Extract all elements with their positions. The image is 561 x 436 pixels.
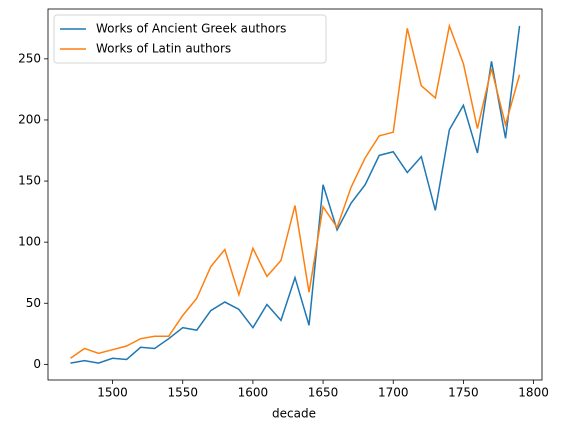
y-tick-label: 200	[18, 112, 41, 126]
legend-box	[53, 14, 327, 64]
y-tick-label: 0	[33, 357, 41, 371]
x-tick-label: 1650	[308, 386, 339, 400]
legend-label: Works of Ancient Greek authors	[96, 22, 286, 36]
x-axis-label: decade	[272, 407, 316, 421]
series-line	[70, 23, 521, 359]
y-tick-label: 50	[26, 296, 41, 310]
x-tick-label: 1700	[378, 386, 409, 400]
x-tick-label: 1800	[518, 386, 549, 400]
x-tick-label: 1600	[238, 386, 269, 400]
y-tick-label: 100	[18, 235, 41, 249]
x-tick-label: 1750	[448, 386, 479, 400]
series-line	[70, 25, 521, 364]
x-tick-label: 1500	[97, 386, 128, 400]
x-tick-label: 1550	[167, 386, 198, 400]
y-tick-label: 250	[18, 51, 41, 65]
y-tick-label: 150	[18, 174, 41, 188]
legend-label: Works of Latin authors	[96, 42, 231, 56]
plot-frame	[47, 8, 543, 381]
